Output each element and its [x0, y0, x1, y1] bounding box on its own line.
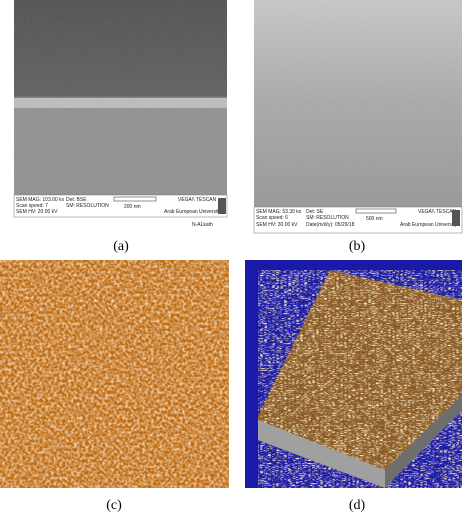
info-text: SEM HV: 20.00 kV — [16, 209, 58, 215]
caption: (d) — [349, 498, 366, 513]
info-text: SEM HV: 30.00 kV — [256, 222, 298, 228]
info-text: Date(m/d/y): 05/29/18 — [306, 222, 355, 228]
caption: (c) — [106, 498, 122, 513]
caption: (a) — [113, 239, 129, 254]
info-text: Scan speed: 6 — [256, 215, 288, 221]
info-text: VEGA\\ TESCAN — [418, 209, 457, 215]
info-text: Det: SE — [306, 209, 324, 215]
panel-a: SEM MAG: 103.00 kx Det: BSE Scan speed: … — [13, 0, 228, 254]
credit: N-ALkath — [192, 222, 213, 228]
info-text: Arab European University — [164, 209, 221, 215]
info-text: SEM MAG: 53.30 kx — [256, 209, 302, 215]
scale-label: 500 nm — [366, 216, 383, 222]
info-text: Arab European University — [400, 222, 457, 228]
caption: (b) — [349, 239, 366, 254]
info-text: Scan speed: 7 — [16, 203, 48, 209]
panel-c: (c) — [0, 260, 229, 513]
info-text: SM: RESOLUTION — [66, 203, 109, 209]
info-text: VEGA\\ TESCAN — [178, 197, 217, 203]
panel-b: SEM MAG: 53.30 kx Det: SE Scan speed: 6 … — [253, 0, 463, 254]
info-text: SM: RESOLUTION — [306, 215, 349, 221]
panel-d: (d) — [245, 260, 462, 513]
info-text: SEM MAG: 103.00 kx — [16, 197, 65, 203]
scale-label: 200 nm — [124, 204, 141, 210]
info-text: Det: BSE — [66, 197, 87, 203]
